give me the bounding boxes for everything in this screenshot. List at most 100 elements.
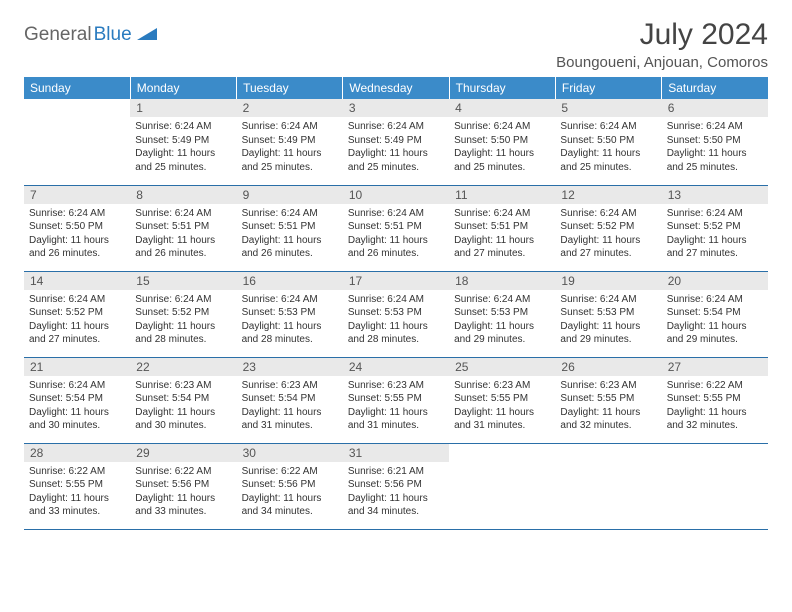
day-body: Sunrise: 6:24 AMSunset: 5:52 PMDaylight:… — [130, 290, 236, 349]
day-body: Sunrise: 6:24 AMSunset: 5:50 PMDaylight:… — [24, 204, 130, 263]
daylight-text: Daylight: 11 hours and 29 minutes. — [560, 320, 656, 347]
sunset-text: Sunset: 5:50 PM — [454, 134, 550, 148]
sunrise-text: Sunrise: 6:24 AM — [242, 293, 338, 307]
day-number: 19 — [555, 272, 661, 290]
day-number: 14 — [24, 272, 130, 290]
daylight-text: Daylight: 11 hours and 30 minutes. — [29, 406, 125, 433]
sunrise-text: Sunrise: 6:24 AM — [560, 120, 656, 134]
calendar-row: 1Sunrise: 6:24 AMSunset: 5:49 PMDaylight… — [24, 99, 768, 185]
sunrise-text: Sunrise: 6:24 AM — [667, 207, 763, 221]
day-number: 20 — [662, 272, 768, 290]
day-body: Sunrise: 6:24 AMSunset: 5:54 PMDaylight:… — [24, 376, 130, 435]
daylight-text: Daylight: 11 hours and 26 minutes. — [242, 234, 338, 261]
day-body: Sunrise: 6:24 AMSunset: 5:52 PMDaylight:… — [24, 290, 130, 349]
weekday-header: Friday — [555, 77, 661, 99]
day-body: Sunrise: 6:23 AMSunset: 5:54 PMDaylight:… — [130, 376, 236, 435]
day-number: 26 — [555, 358, 661, 376]
sunrise-text: Sunrise: 6:22 AM — [135, 465, 231, 479]
day-number: 11 — [449, 186, 555, 204]
day-number: 6 — [662, 99, 768, 117]
sunset-text: Sunset: 5:51 PM — [348, 220, 444, 234]
sunset-text: Sunset: 5:52 PM — [560, 220, 656, 234]
day-body: Sunrise: 6:24 AMSunset: 5:49 PMDaylight:… — [130, 117, 236, 176]
daylight-text: Daylight: 11 hours and 27 minutes. — [667, 234, 763, 261]
calendar-cell: 6Sunrise: 6:24 AMSunset: 5:50 PMDaylight… — [662, 99, 768, 185]
sunrise-text: Sunrise: 6:24 AM — [135, 120, 231, 134]
day-number: 1 — [130, 99, 236, 117]
calendar-cell: 14Sunrise: 6:24 AMSunset: 5:52 PMDayligh… — [24, 271, 130, 357]
day-body: Sunrise: 6:22 AMSunset: 5:55 PMDaylight:… — [24, 462, 130, 521]
day-number: 16 — [237, 272, 343, 290]
calendar-cell: 12Sunrise: 6:24 AMSunset: 5:52 PMDayligh… — [555, 185, 661, 271]
day-number: 8 — [130, 186, 236, 204]
sunrise-text: Sunrise: 6:22 AM — [667, 379, 763, 393]
sunrise-text: Sunrise: 6:24 AM — [29, 379, 125, 393]
sunset-text: Sunset: 5:49 PM — [135, 134, 231, 148]
calendar-cell — [449, 443, 555, 529]
sunrise-text: Sunrise: 6:23 AM — [348, 379, 444, 393]
sunset-text: Sunset: 5:56 PM — [135, 478, 231, 492]
calendar-cell: 5Sunrise: 6:24 AMSunset: 5:50 PMDaylight… — [555, 99, 661, 185]
sunrise-text: Sunrise: 6:24 AM — [667, 293, 763, 307]
sunrise-text: Sunrise: 6:24 AM — [667, 120, 763, 134]
calendar-cell: 31Sunrise: 6:21 AMSunset: 5:56 PMDayligh… — [343, 443, 449, 529]
sunrise-text: Sunrise: 6:24 AM — [135, 207, 231, 221]
calendar-cell: 13Sunrise: 6:24 AMSunset: 5:52 PMDayligh… — [662, 185, 768, 271]
sunset-text: Sunset: 5:54 PM — [667, 306, 763, 320]
calendar-cell: 1Sunrise: 6:24 AMSunset: 5:49 PMDaylight… — [130, 99, 236, 185]
sunset-text: Sunset: 5:52 PM — [29, 306, 125, 320]
calendar-cell: 27Sunrise: 6:22 AMSunset: 5:55 PMDayligh… — [662, 357, 768, 443]
calendar-cell — [662, 443, 768, 529]
sunset-text: Sunset: 5:54 PM — [135, 392, 231, 406]
sunset-text: Sunset: 5:55 PM — [667, 392, 763, 406]
sunset-text: Sunset: 5:53 PM — [242, 306, 338, 320]
day-number: 10 — [343, 186, 449, 204]
sunrise-text: Sunrise: 6:24 AM — [348, 293, 444, 307]
sunset-text: Sunset: 5:56 PM — [242, 478, 338, 492]
weekday-header: Wednesday — [343, 77, 449, 99]
day-body: Sunrise: 6:23 AMSunset: 5:55 PMDaylight:… — [449, 376, 555, 435]
day-number: 9 — [237, 186, 343, 204]
day-body: Sunrise: 6:24 AMSunset: 5:53 PMDaylight:… — [555, 290, 661, 349]
day-number: 15 — [130, 272, 236, 290]
daylight-text: Daylight: 11 hours and 33 minutes. — [135, 492, 231, 519]
day-number: 4 — [449, 99, 555, 117]
daylight-text: Daylight: 11 hours and 28 minutes. — [242, 320, 338, 347]
daylight-text: Daylight: 11 hours and 30 minutes. — [135, 406, 231, 433]
day-body: Sunrise: 6:24 AMSunset: 5:50 PMDaylight:… — [449, 117, 555, 176]
calendar-cell: 2Sunrise: 6:24 AMSunset: 5:49 PMDaylight… — [237, 99, 343, 185]
sunset-text: Sunset: 5:55 PM — [29, 478, 125, 492]
sunrise-text: Sunrise: 6:24 AM — [454, 207, 550, 221]
sunset-text: Sunset: 5:51 PM — [135, 220, 231, 234]
day-number: 13 — [662, 186, 768, 204]
sunrise-text: Sunrise: 6:24 AM — [242, 207, 338, 221]
daylight-text: Daylight: 11 hours and 29 minutes. — [454, 320, 550, 347]
calendar-cell: 26Sunrise: 6:23 AMSunset: 5:55 PMDayligh… — [555, 357, 661, 443]
calendar-cell: 3Sunrise: 6:24 AMSunset: 5:49 PMDaylight… — [343, 99, 449, 185]
sunset-text: Sunset: 5:53 PM — [454, 306, 550, 320]
sunrise-text: Sunrise: 6:24 AM — [454, 293, 550, 307]
calendar-cell: 17Sunrise: 6:24 AMSunset: 5:53 PMDayligh… — [343, 271, 449, 357]
calendar-row: 21Sunrise: 6:24 AMSunset: 5:54 PMDayligh… — [24, 357, 768, 443]
daylight-text: Daylight: 11 hours and 34 minutes. — [348, 492, 444, 519]
sunset-text: Sunset: 5:54 PM — [242, 392, 338, 406]
sunrise-text: Sunrise: 6:24 AM — [242, 120, 338, 134]
day-number: 22 — [130, 358, 236, 376]
daylight-text: Daylight: 11 hours and 25 minutes. — [667, 147, 763, 174]
calendar-cell: 9Sunrise: 6:24 AMSunset: 5:51 PMDaylight… — [237, 185, 343, 271]
day-number: 2 — [237, 99, 343, 117]
day-body: Sunrise: 6:22 AMSunset: 5:56 PMDaylight:… — [237, 462, 343, 521]
calendar-row: 28Sunrise: 6:22 AMSunset: 5:55 PMDayligh… — [24, 443, 768, 529]
day-body: Sunrise: 6:24 AMSunset: 5:51 PMDaylight:… — [449, 204, 555, 263]
sunset-text: Sunset: 5:53 PM — [560, 306, 656, 320]
day-body: Sunrise: 6:23 AMSunset: 5:55 PMDaylight:… — [343, 376, 449, 435]
sunset-text: Sunset: 5:52 PM — [135, 306, 231, 320]
day-number: 7 — [24, 186, 130, 204]
sunrise-text: Sunrise: 6:23 AM — [242, 379, 338, 393]
day-body: Sunrise: 6:24 AMSunset: 5:49 PMDaylight:… — [237, 117, 343, 176]
daylight-text: Daylight: 11 hours and 26 minutes. — [29, 234, 125, 261]
logo-triangle-icon — [137, 26, 157, 45]
daylight-text: Daylight: 11 hours and 27 minutes. — [454, 234, 550, 261]
daylight-text: Daylight: 11 hours and 25 minutes. — [242, 147, 338, 174]
day-body: Sunrise: 6:24 AMSunset: 5:54 PMDaylight:… — [662, 290, 768, 349]
